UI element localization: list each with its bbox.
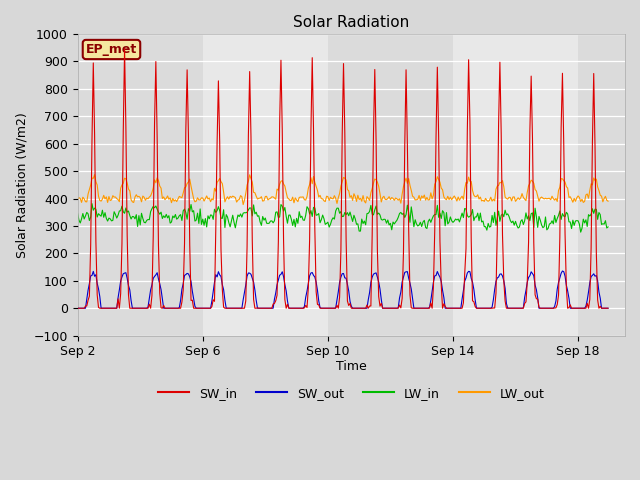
SW_in <box>252 305 260 311</box>
SW_in <box>370 131 378 137</box>
Y-axis label: Solar Radiation (W/m2): Solar Radiation (W/m2) <box>15 112 28 258</box>
Legend: SW_in, SW_out, LW_in, LW_out: SW_in, SW_out, LW_in, LW_out <box>153 382 550 405</box>
SW_in <box>604 305 612 311</box>
LW_out <box>234 197 242 203</box>
LW_out <box>74 197 81 203</box>
X-axis label: Time: Time <box>336 360 367 373</box>
SW_out <box>447 305 454 311</box>
LW_in <box>88 201 96 206</box>
SW_in <box>463 128 471 133</box>
Title: Solar Radiation: Solar Radiation <box>293 15 410 30</box>
LW_out <box>371 176 379 182</box>
SW_out <box>251 287 259 293</box>
Bar <box>77 34 203 336</box>
LW_out <box>253 196 261 202</box>
LW_in <box>552 219 560 225</box>
LW_in <box>370 212 378 218</box>
LW_out <box>604 198 612 204</box>
SW_out <box>551 304 559 310</box>
LW_out <box>554 199 561 204</box>
SW_in <box>234 305 242 311</box>
LW_in <box>252 209 260 215</box>
SW_in <box>448 305 456 311</box>
SW_in <box>121 46 129 51</box>
SW_out <box>604 305 612 311</box>
LW_in <box>74 211 81 216</box>
SW_out <box>369 274 376 280</box>
LW_out <box>465 174 472 180</box>
LW_out <box>91 172 99 178</box>
SW_out <box>233 305 241 311</box>
SW_out <box>74 305 81 311</box>
Line: SW_out: SW_out <box>77 271 608 308</box>
LW_in <box>234 212 242 218</box>
LW_in <box>604 224 612 230</box>
Text: EP_met: EP_met <box>86 43 137 56</box>
Line: LW_out: LW_out <box>77 175 608 204</box>
LW_in <box>448 218 456 224</box>
Bar <box>328 34 453 336</box>
Line: SW_in: SW_in <box>77 48 608 308</box>
SW_in <box>552 305 560 311</box>
SW_out <box>462 275 470 281</box>
LW_out <box>239 202 247 207</box>
SW_out <box>559 268 566 274</box>
Line: LW_in: LW_in <box>77 204 608 232</box>
LW_out <box>449 195 457 201</box>
SW_in <box>74 305 81 311</box>
LW_in <box>577 229 584 235</box>
LW_in <box>463 213 471 218</box>
Bar <box>578 34 640 336</box>
